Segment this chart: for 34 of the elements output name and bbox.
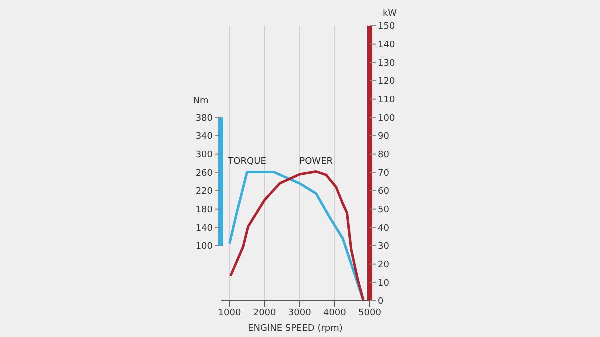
x-tick-label: 1000 [218, 308, 242, 318]
x-tick-label: 5000 [358, 308, 382, 318]
y2-tick-label: 60 [378, 187, 390, 198]
y2-tick-label: 40 [378, 224, 390, 234]
y-tick-label: 180 [196, 206, 214, 216]
y2-tick-label: 120 [378, 77, 396, 88]
x-axis-title: ENGINE SPEED (rpm) [248, 324, 343, 334]
y2-tick-label: 30 [378, 242, 390, 252]
y-tick-label: 340 [196, 132, 214, 142]
y2-tick-label: 80 [378, 150, 390, 161]
x-tick-label: 3000 [288, 308, 312, 318]
y-tick-label: 260 [196, 168, 214, 179]
y2-tick-label: 110 [378, 96, 396, 106]
y2-tick-label: 10 [378, 278, 390, 289]
y2-tick-label: 20 [378, 260, 390, 271]
y2-tick-label: 100 [378, 114, 396, 124]
y2-tick-label: 50 [378, 206, 390, 216]
series-label: TORQUE [227, 157, 267, 168]
y-axis-title: Nm [193, 96, 209, 107]
y-tick-label: 100 [196, 242, 214, 252]
y2-tick-label: 0 [378, 297, 384, 308]
y2-tick-label: 150 [378, 22, 396, 32]
x-tick-label: 2000 [253, 308, 277, 318]
y-tick-label: 300 [196, 150, 214, 161]
x-tick-label: 4000 [323, 308, 347, 318]
series-label: POWER [300, 156, 334, 167]
y-tick-label: 140 [196, 224, 214, 234]
y2-tick-label: 140 [378, 40, 396, 51]
y2-tick-label: 90 [378, 132, 390, 142]
y-tick-label: 220 [196, 187, 214, 198]
y2-axis-title: kW [382, 9, 398, 19]
y-tick-label: 380 [196, 114, 214, 124]
y2-tick-label: 130 [378, 58, 396, 69]
y2-tick-label: 70 [378, 168, 390, 179]
